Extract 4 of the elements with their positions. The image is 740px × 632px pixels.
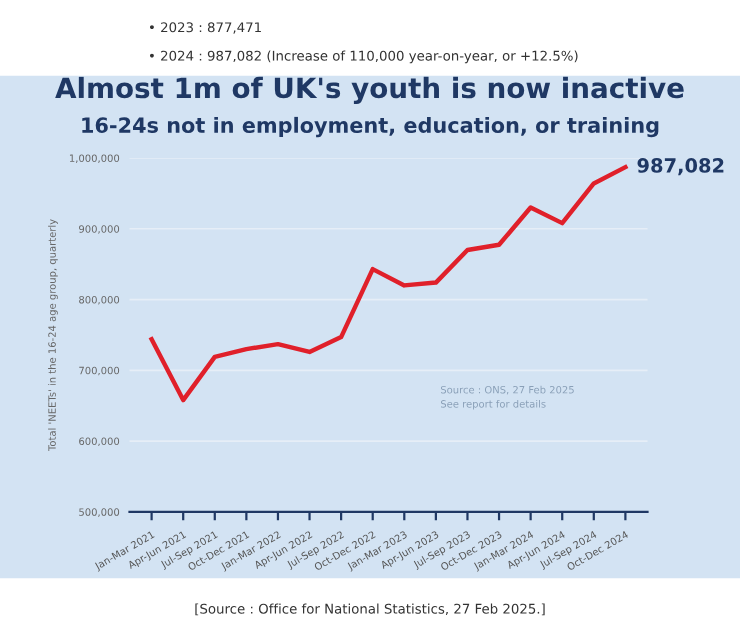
chart-subtitle: 16-24s not in employment, education, or training <box>82 116 659 138</box>
data-label: 987,082 <box>637 158 724 176</box>
line-series <box>149 164 628 403</box>
chart-title: Almost 1m of UK's youth is now inactive <box>55 76 684 104</box>
